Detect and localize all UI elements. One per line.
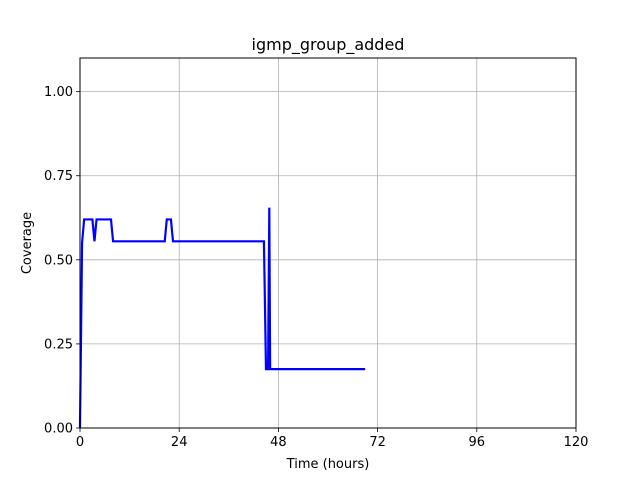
x-axis-label: Time (hours) [286, 457, 370, 472]
y-tick-label: 0.50 [44, 253, 73, 268]
y-tick-label: 0.25 [44, 337, 73, 352]
x-tick-label: 72 [369, 435, 386, 450]
x-tick-label: 0 [76, 435, 84, 450]
y-tick-label: 1.00 [44, 85, 73, 100]
x-tick-label: 120 [564, 435, 589, 450]
series-layer [78, 207, 366, 429]
y-axis: 0.00 0.25 0.50 0.75 1.00 [44, 85, 80, 437]
plot-frame [79, 57, 577, 429]
coverage-series-line [78, 207, 366, 429]
y-tick-label: 0.00 [44, 422, 73, 437]
chart-title: igmp_group_added [252, 35, 405, 55]
x-tick-label: 24 [171, 435, 188, 450]
x-tick-label: 96 [469, 435, 486, 450]
y-tick-label: 0.75 [44, 169, 73, 184]
grid [79, 58, 577, 429]
x-axis: 0 24 48 72 96 120 [76, 428, 589, 450]
y-axis-label: Coverage [20, 212, 35, 274]
x-tick-label: 48 [270, 435, 287, 450]
